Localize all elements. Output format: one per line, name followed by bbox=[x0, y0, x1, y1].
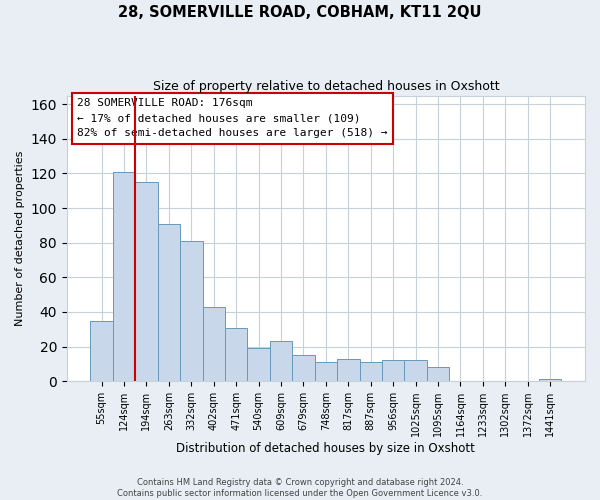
Bar bbox=[382, 360, 404, 381]
Bar bbox=[225, 328, 247, 381]
Bar bbox=[135, 182, 158, 381]
Bar bbox=[270, 342, 292, 381]
Text: 28 SOMERVILLE ROAD: 176sqm
← 17% of detached houses are smaller (109)
82% of sem: 28 SOMERVILLE ROAD: 176sqm ← 17% of deta… bbox=[77, 98, 388, 138]
Bar bbox=[314, 362, 337, 381]
Bar bbox=[91, 320, 113, 381]
Bar bbox=[337, 358, 359, 381]
Text: 28, SOMERVILLE ROAD, COBHAM, KT11 2QU: 28, SOMERVILLE ROAD, COBHAM, KT11 2QU bbox=[118, 5, 482, 20]
Bar bbox=[203, 307, 225, 381]
Bar bbox=[158, 224, 180, 381]
Bar bbox=[113, 172, 135, 381]
Bar bbox=[427, 368, 449, 381]
Bar bbox=[359, 362, 382, 381]
Title: Size of property relative to detached houses in Oxshott: Size of property relative to detached ho… bbox=[152, 80, 499, 93]
X-axis label: Distribution of detached houses by size in Oxshott: Distribution of detached houses by size … bbox=[176, 442, 475, 455]
Bar bbox=[292, 356, 314, 381]
Bar bbox=[539, 380, 562, 381]
Bar bbox=[247, 348, 270, 381]
Y-axis label: Number of detached properties: Number of detached properties bbox=[15, 150, 25, 326]
Bar bbox=[404, 360, 427, 381]
Bar bbox=[180, 241, 203, 381]
Text: Contains HM Land Registry data © Crown copyright and database right 2024.
Contai: Contains HM Land Registry data © Crown c… bbox=[118, 478, 482, 498]
